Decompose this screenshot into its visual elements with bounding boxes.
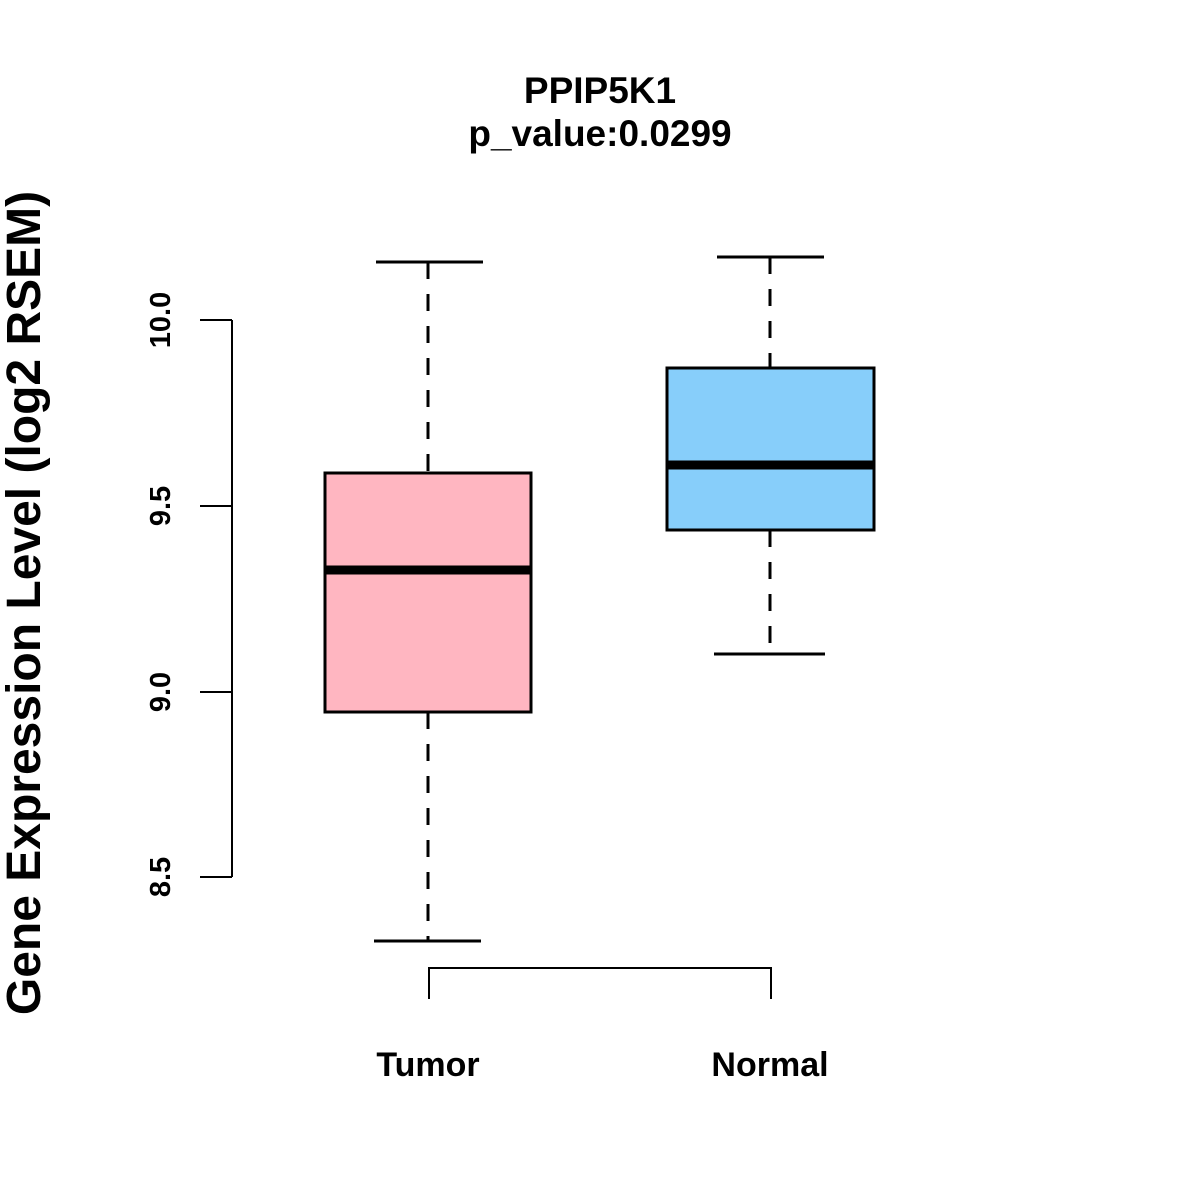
svg-text:8.5: 8.5 — [145, 857, 177, 897]
svg-text:PPIP5K1: PPIP5K1 — [524, 70, 676, 111]
svg-text:10.0: 10.0 — [145, 292, 177, 348]
svg-text:p_value:0.0299: p_value:0.0299 — [468, 113, 731, 154]
svg-text:9.5: 9.5 — [145, 486, 177, 526]
svg-text:Tumor: Tumor — [376, 1046, 479, 1084]
svg-text:Gene Expression Level (log2 RS: Gene Expression Level (log2 RSEM) — [0, 191, 51, 1015]
svg-text:Normal: Normal — [711, 1046, 828, 1084]
svg-text:9.0: 9.0 — [145, 672, 177, 712]
